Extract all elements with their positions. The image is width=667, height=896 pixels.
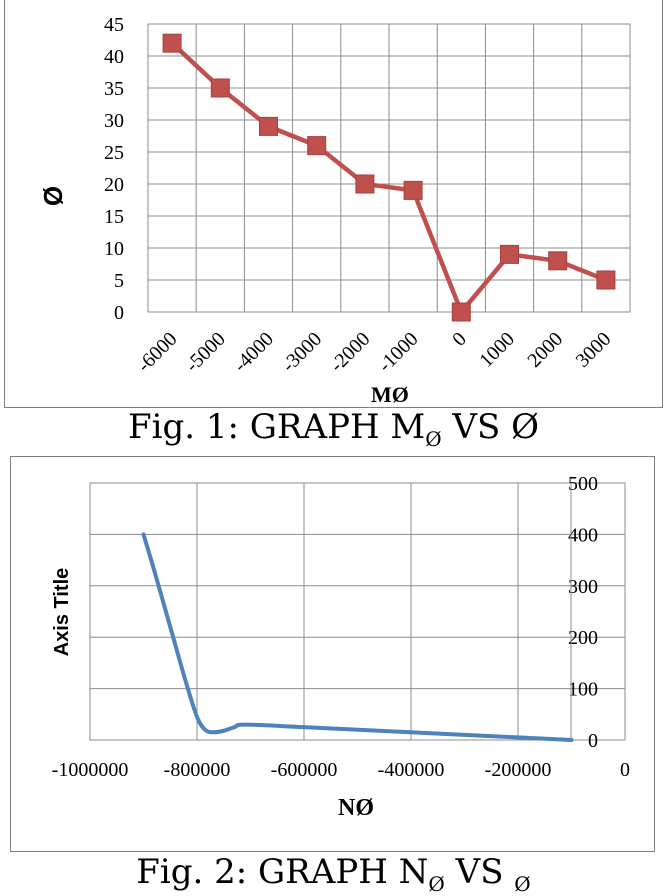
y-tick-label-2: 400 <box>568 524 598 546</box>
x-tick-label-2: 0 <box>620 759 630 781</box>
y-tick-label-2: 300 <box>568 576 598 598</box>
x-tick-label-2: -1000000 <box>52 759 129 781</box>
figure-2-caption-prefix: Fig. 2: GRAPH N <box>136 852 429 892</box>
x-tick-label-2: -600000 <box>271 759 338 781</box>
x-tick-label-2: -400000 <box>378 759 445 781</box>
y-axis-label-1: Ø <box>38 186 68 206</box>
x-axis-label-2: NØ <box>338 795 374 821</box>
x-tick-label-2: -800000 <box>164 759 231 781</box>
data-point-marker <box>403 180 423 200</box>
figure-2-caption-subscript-2: Ø <box>514 871 531 896</box>
figure-1-caption-suffix: VS Ø <box>441 407 539 447</box>
data-point-marker <box>548 251 568 271</box>
y-tick-label-2: 0 <box>588 730 598 752</box>
figure-1-caption-subscript: Ø <box>425 426 442 451</box>
y-tick-label-2: 500 <box>568 473 598 495</box>
figure-2-caption-mid: VS <box>444 852 515 892</box>
y-tick-label-1: 15 <box>104 206 124 228</box>
x-axis-label-1: MØ <box>371 382 409 407</box>
data-point-marker <box>307 136 327 156</box>
figure-1-caption: Fig. 1: GRAPH MØ VS Ø <box>0 407 667 451</box>
y-tick-label-1: 10 <box>104 238 124 260</box>
y-tick-label-1: 5 <box>114 270 124 292</box>
figure-1-caption-prefix: Fig. 1: GRAPH M <box>128 407 426 447</box>
data-point-marker <box>355 174 375 194</box>
y-tick-label-1: 0 <box>114 302 124 324</box>
data-point-marker <box>500 244 519 264</box>
plot-area-2 <box>89 482 626 741</box>
y-tick-label-1: 45 <box>104 14 124 36</box>
data-point-marker <box>596 270 616 290</box>
y-axis-label-2: Axis Title <box>51 568 73 657</box>
data-point-marker <box>259 116 278 136</box>
y-tick-label-2: 100 <box>568 679 598 701</box>
chart-1-frame <box>4 0 663 408</box>
y-tick-label-1: 40 <box>104 46 124 68</box>
y-tick-label-1: 25 <box>104 142 124 164</box>
data-point-marker <box>451 302 471 322</box>
y-tick-label-2: 200 <box>568 627 598 649</box>
figure-2-caption: Fig. 2: GRAPH NØ VS Ø <box>0 852 667 896</box>
chart-2: 0 100 200 300 400 500 -1000000 -800000 -600000 -4… <box>51 473 630 821</box>
y-tick-label-1: 30 <box>104 110 124 132</box>
x-tick-label-2: -200000 <box>485 759 552 781</box>
chart-2-frame <box>10 456 655 852</box>
series-line-1 <box>170 41 607 315</box>
figure-2-caption-subscript: Ø <box>428 871 445 896</box>
y-tick-label-1: 35 <box>104 78 124 100</box>
y-tick-label-1: 20 <box>104 174 124 196</box>
series-line-2 <box>141 532 574 742</box>
data-point-marker <box>210 78 230 98</box>
data-point-marker <box>162 33 182 53</box>
